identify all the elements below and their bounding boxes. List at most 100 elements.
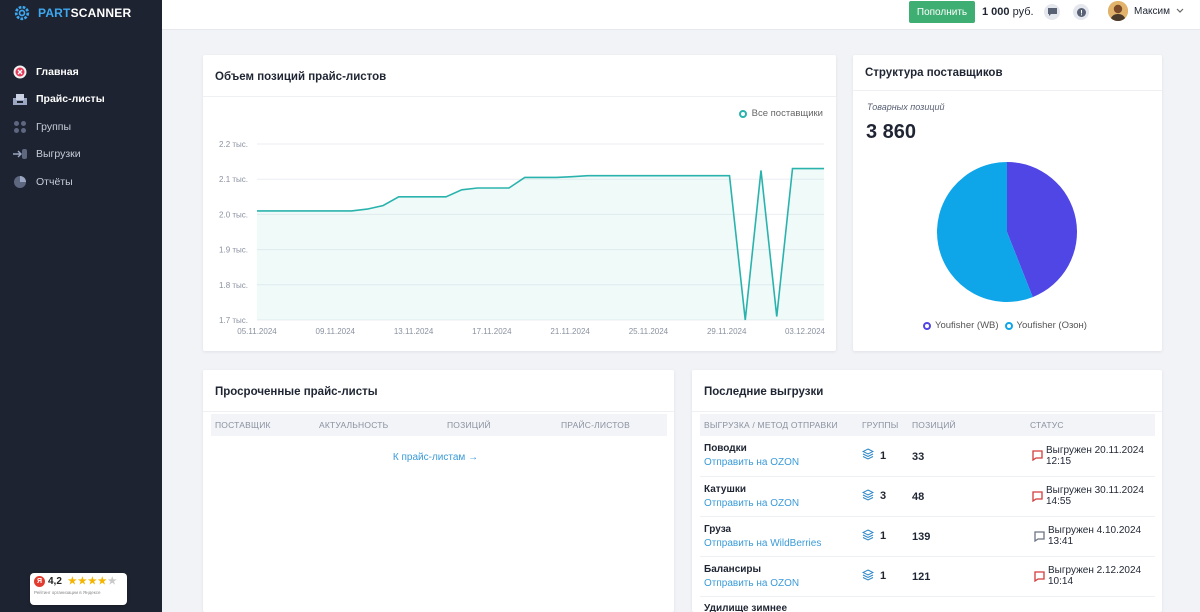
table-row[interactable]: Катушки Отправить на OZON 3 48 Выгружен 3… xyxy=(700,476,1155,516)
structure-subtitle: Товарных позиций xyxy=(867,102,945,112)
y-tick-label: 1.8 тыс. xyxy=(219,281,248,290)
uploads-card: Последние выгрузки Выгрузка / метод отпр… xyxy=(692,370,1162,612)
col-actuality[interactable]: Актуальность xyxy=(319,420,389,430)
upload-name[interactable]: Балансиры xyxy=(704,563,762,575)
grid-dots-icon xyxy=(12,119,28,135)
sidebar-item-exports[interactable]: Выгрузки xyxy=(0,141,162,169)
x-tick-label: 13.11.2024 xyxy=(394,327,434,336)
upload-method-link[interactable]: Отправить на WildBerries xyxy=(704,537,822,549)
overdue-table: Поставщик Актуальность Позиций Прайс-лис… xyxy=(211,414,667,436)
table-row[interactable]: Поводки Отправить на OZON 1 33 Выгружен 2… xyxy=(700,436,1155,476)
layers-icon xyxy=(861,568,875,584)
comment-red-icon[interactable] xyxy=(1034,570,1045,582)
upload-name[interactable]: Катушки xyxy=(704,483,746,495)
pie-legend-marker xyxy=(1004,321,1013,330)
comment-red-icon[interactable] xyxy=(1032,450,1043,462)
structure-card-title: Структура поставщиков xyxy=(865,67,1003,79)
sidebar-item-label: Группы xyxy=(36,120,71,133)
sidebar-item-pricelists[interactable]: Прайс-листы xyxy=(0,86,162,114)
yandex-rating-widget[interactable]: Я 4,2 ★★★★★ Рейтинг организации в Яндекс… xyxy=(30,573,127,605)
upload-status: Выгружен 20.11.2024 12:15 xyxy=(1046,444,1144,467)
user-name: Максим xyxy=(1134,5,1170,17)
sidebar: PARTSCANNER Главная Прайс-листы Группы В… xyxy=(0,0,162,612)
col-positions[interactable]: Позиций xyxy=(447,420,491,430)
volume-card-title: Объем позиций прайс-листов xyxy=(215,71,387,83)
sidebar-item-label: Отчёты xyxy=(36,175,73,188)
sidebar-item-label: Прайс-листы xyxy=(36,93,105,106)
series-line xyxy=(257,167,824,321)
chat-icon[interactable] xyxy=(1044,4,1060,20)
home-badge-icon xyxy=(12,64,28,80)
topup-button[interactable]: Пополнить xyxy=(909,1,975,23)
user-menu[interactable]: Максим xyxy=(1108,1,1184,21)
table-row[interactable]: Удилище зимнее xyxy=(700,596,1155,612)
pie-chart-icon xyxy=(12,174,28,190)
upload-name[interactable]: Поводки xyxy=(704,443,747,455)
sidebar-item-groups[interactable]: Группы xyxy=(0,113,162,141)
y-tick-label: 2.1 тыс. xyxy=(219,175,248,184)
upload-method-link[interactable]: Отправить на OZON xyxy=(704,497,800,509)
x-tick-label: 09.11.2024 xyxy=(316,327,356,336)
alert-icon[interactable] xyxy=(1073,4,1089,20)
pie-legend-label: Youfisher (WB) xyxy=(935,320,999,331)
table-row[interactable]: Балансиры Отправить на OZON 1 121 Выгруже… xyxy=(700,556,1155,596)
upload-status: Выгружен 2.12.2024 10:14 xyxy=(1048,565,1142,587)
upload-method-link[interactable]: Отправить на OZON xyxy=(704,577,800,589)
volume-card: Объем позиций прайс-листов Все поставщик… xyxy=(203,55,836,351)
gear-logo-icon xyxy=(14,5,30,21)
series-area xyxy=(257,168,824,320)
layers-icon xyxy=(861,488,875,504)
upload-positions: 48 xyxy=(912,491,925,503)
pie-legend-item[interactable]: Youfisher (WB) xyxy=(923,320,999,331)
comment-red-icon[interactable] xyxy=(1032,490,1043,502)
uploads-card-title: Последние выгрузки xyxy=(704,386,824,398)
balance-currency: руб. xyxy=(1012,6,1034,18)
col-groups[interactable]: Группы xyxy=(862,420,899,430)
chart-legend[interactable]: Все поставщики xyxy=(738,108,823,119)
sidebar-item-reports[interactable]: Отчёты xyxy=(0,168,162,196)
structure-card: Структура поставщиков Товарных позиций 3… xyxy=(853,55,1162,351)
pie-legend: Youfisher (WB) Youfisher (Озон) xyxy=(923,320,1087,331)
pie-legend-label: Youfisher (Озон) xyxy=(1016,320,1087,331)
avatar xyxy=(1108,1,1128,21)
upload-status: Выгружен 30.11.2024 14:55 xyxy=(1046,485,1144,507)
upload-name[interactable]: Груза xyxy=(704,523,732,535)
col-status[interactable]: Статус xyxy=(1030,420,1064,430)
x-tick-label: 05.11.2024 xyxy=(237,327,277,336)
pie-legend-marker xyxy=(923,321,931,330)
upload-groups: 1 xyxy=(880,449,887,462)
sidebar-item-label: Выгрузки xyxy=(36,148,81,161)
supplier-pie-chart xyxy=(937,162,1077,302)
comment-gray-icon[interactable] xyxy=(1034,530,1045,542)
pie-legend-item[interactable]: Youfisher (Озон) xyxy=(1004,320,1087,331)
sidebar-item-home[interactable]: Главная xyxy=(0,58,162,86)
upload-method-link[interactable]: Отправить на OZON xyxy=(704,457,800,469)
rating-score: 4,2 xyxy=(48,576,62,587)
logo[interactable]: PARTSCANNER xyxy=(12,2,131,24)
x-tick-label: 03.12.2024 xyxy=(785,327,826,336)
legend-label: Все поставщики xyxy=(751,108,823,119)
upload-positions: 33 xyxy=(912,450,925,463)
upload-positions: 139 xyxy=(912,531,931,543)
y-tick-label: 2.0 тыс. xyxy=(219,210,248,219)
table-row[interactable]: Груза Отправить на WildBerries 1 139 Выгр… xyxy=(700,516,1155,556)
layers-icon xyxy=(861,448,875,463)
col-supplier[interactable]: Поставщик xyxy=(215,420,271,430)
upload-name[interactable]: Удилище зимнее xyxy=(704,602,788,612)
upload-positions: 121 xyxy=(912,571,931,583)
inbox-icon xyxy=(12,91,28,107)
pie-slice xyxy=(937,162,1033,302)
y-tick-label: 1.9 тыс. xyxy=(219,246,248,255)
table-header: Поставщик Актуальность Позиций Прайс-лис… xyxy=(211,414,667,436)
rating-stars-icon: ★★★★★ xyxy=(67,576,118,587)
col-upload[interactable]: Выгрузка / метод отправки xyxy=(704,420,838,430)
col-positions[interactable]: Позиций xyxy=(912,420,956,430)
chevron-down-icon xyxy=(1176,6,1184,17)
table-header: Выгрузка / метод отправки Группы Позиций… xyxy=(700,414,1155,436)
to-pricelists-link[interactable]: К прайс-листам → xyxy=(392,452,479,463)
volume-line-chart: 1.7 тыс. 1.8 тыс. 1.9 тыс. 2.0 тыс. 2.1 тыс.… xyxy=(219,140,826,336)
upload-groups: 1 xyxy=(880,530,887,542)
col-pricelists[interactable]: Прайс-листов xyxy=(561,420,630,430)
uploads-table: Выгрузка / метод отправки Группы Позиций… xyxy=(700,414,1155,612)
pie-slice xyxy=(1007,162,1077,298)
